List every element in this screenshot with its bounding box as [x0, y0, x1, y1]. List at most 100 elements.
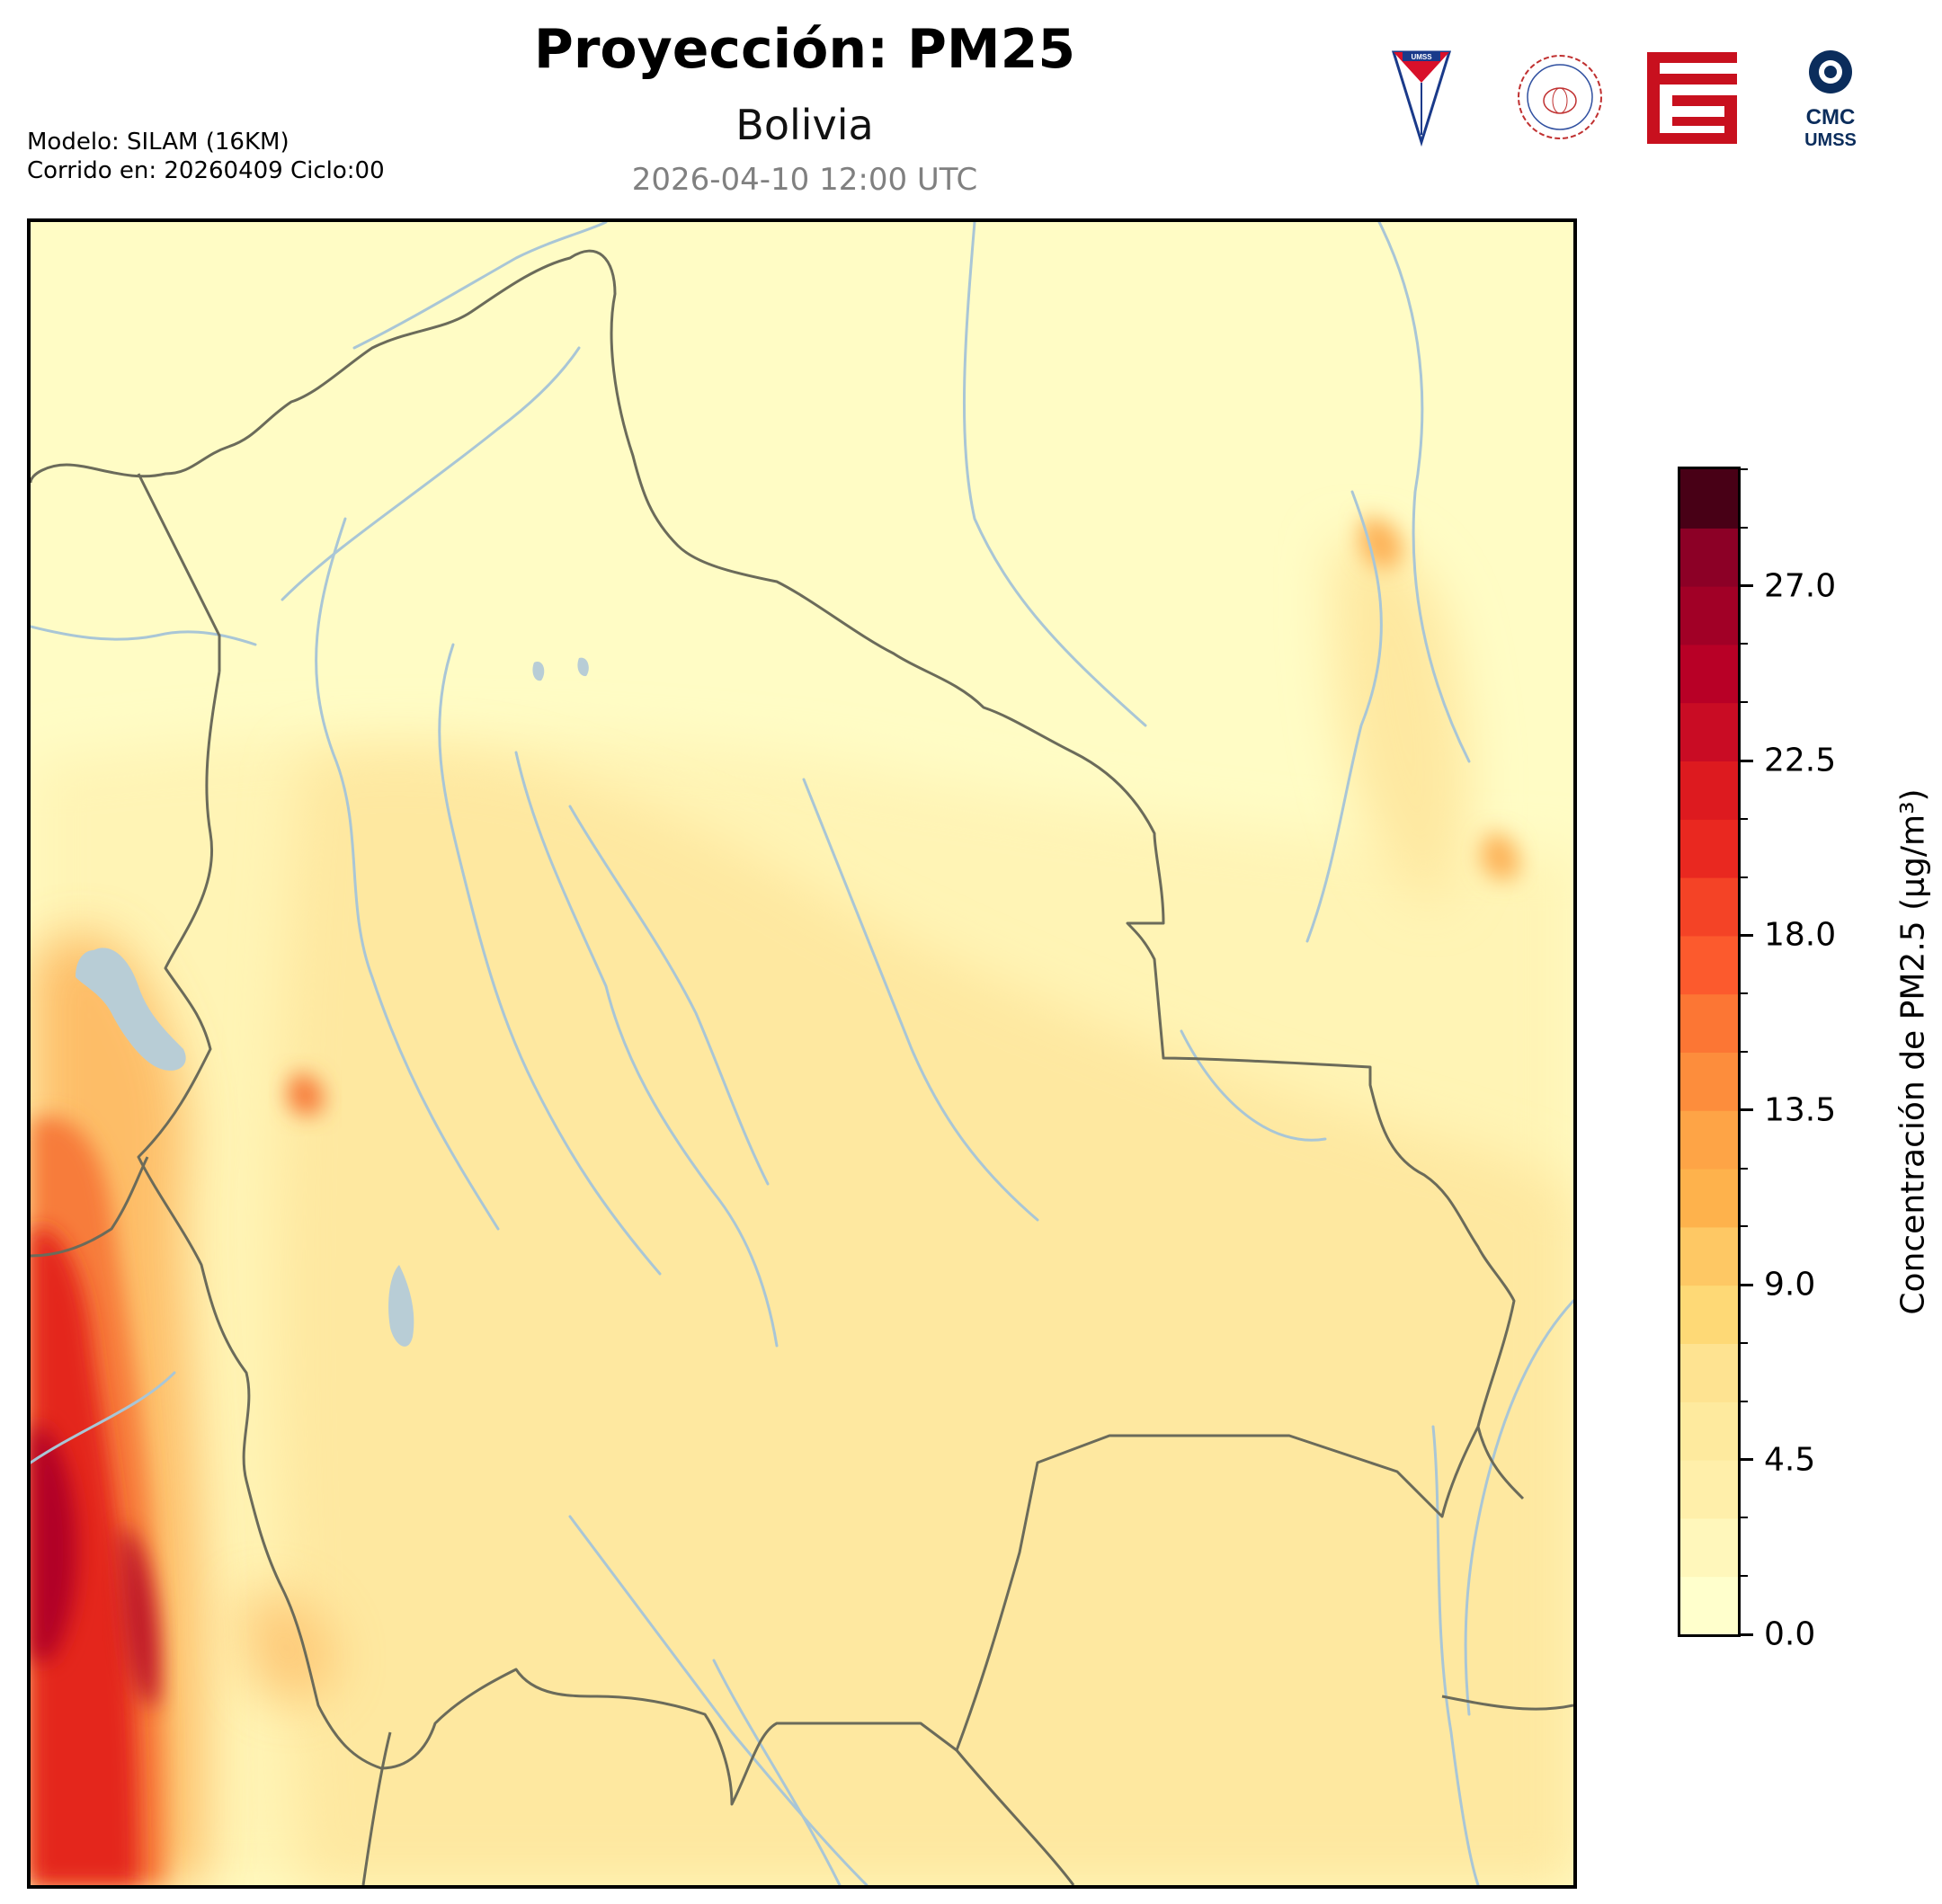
colorbar-tick: [1741, 759, 1753, 762]
pm25-red-zone: [31, 1227, 138, 1885]
colorbar-level: [1680, 935, 1738, 995]
pm25-hotspot: [1359, 518, 1403, 569]
border: [361, 1731, 392, 1885]
colorbar-level: [1680, 585, 1738, 645]
river: [1305, 490, 1383, 943]
colorbar-minor-tick: [1741, 817, 1748, 820]
colorbar-level: [1680, 1401, 1738, 1461]
logo-strip: UMSS CMC UMSS: [1391, 50, 1857, 150]
border: [955, 1749, 1075, 1885]
map-canvas: [31, 222, 1573, 1885]
model-info: Modelo: SILAM (16KM) Corrido en: 2026040…: [27, 128, 385, 185]
river: [31, 1371, 176, 1464]
colorbar-level: [1680, 644, 1738, 704]
river: [31, 625, 257, 646]
borders-layer: [31, 249, 1573, 1885]
colorbar-minor-tick: [1741, 992, 1748, 995]
colorbar-level: [1680, 527, 1738, 587]
pm25-concentration-field: [31, 518, 1573, 1885]
river: [962, 222, 1147, 727]
lake-small: [577, 657, 589, 677]
colorbar-tick-label: 27.0: [1764, 567, 1837, 605]
colorbar-tick-label: 18.0: [1764, 916, 1837, 954]
colorbar-tick: [1741, 1633, 1753, 1636]
colorbar-minor-tick: [1741, 876, 1748, 878]
colorbar-minor-tick: [1741, 526, 1748, 529]
colorbar-level: [1680, 761, 1738, 820]
border: [1476, 1426, 1525, 1500]
river: [568, 1515, 869, 1885]
pm25-hotspot: [287, 1073, 324, 1116]
colorbar-minor-tick: [1741, 1517, 1748, 1519]
colorbar-tick-label: 22.5: [1764, 742, 1837, 779]
colorbar-minor-tick: [1741, 1575, 1748, 1578]
lake-small: [532, 662, 545, 681]
colorbar-level: [1680, 993, 1738, 1053]
cmc-umss-logo: CMC UMSS: [1804, 50, 1857, 150]
cmc-text: CMC: [1806, 105, 1856, 129]
colorbar-title: Concentración de PM2.5 (µg/m³): [1894, 788, 1932, 1315]
colorbar-level: [1680, 1168, 1738, 1228]
river: [514, 751, 779, 1348]
colorbar-tick: [1741, 933, 1753, 937]
colorbar-level: [1680, 1285, 1738, 1344]
colorbar-level: [1680, 1459, 1738, 1519]
pm25-medium-zone: [275, 752, 1573, 1885]
pm25-hotspot: [1480, 832, 1519, 881]
forecast-timestamp: 2026-04-10 12:00 UTC: [631, 162, 978, 198]
colorbar-minor-tick: [1741, 1342, 1748, 1344]
river: [1431, 1425, 1480, 1885]
colorbar-level: [1680, 469, 1738, 529]
border: [31, 1156, 149, 1258]
colorbar-level: [1680, 1343, 1738, 1402]
colorbar-minor-tick: [1741, 468, 1748, 470]
colorbar-tick-label: 0.0: [1764, 1615, 1816, 1653]
departamento-fisica-seal-logo: [1518, 55, 1602, 139]
lake-poopo: [388, 1265, 414, 1347]
colorbar-minor-tick: [1741, 1400, 1748, 1402]
colorbar-tick-label: 9.0: [1764, 1266, 1816, 1303]
umss-shield-logo: UMSS: [1391, 50, 1452, 147]
bolivia-border: [31, 249, 1516, 1806]
lakes-layer: [76, 657, 589, 1347]
river: [281, 346, 581, 601]
colorbar-tick: [1741, 1283, 1753, 1286]
colorbar-level: [1680, 1226, 1738, 1286]
colorbar-minor-tick: [1741, 1225, 1748, 1228]
umss-shield-text: UMSS: [1411, 53, 1432, 61]
red-geometric-logo: [1647, 52, 1737, 144]
colorbar-minor-tick: [1741, 643, 1748, 645]
colorbar-tick: [1741, 1458, 1753, 1462]
colorbar-level: [1680, 1052, 1738, 1111]
river: [802, 778, 1039, 1222]
colorbar-minor-tick: [1741, 1167, 1748, 1170]
river: [315, 517, 500, 1231]
colorbar-level: [1680, 702, 1738, 761]
pm25-map[interactable]: [27, 218, 1577, 1889]
border: [137, 473, 221, 672]
river: [1377, 222, 1471, 763]
river: [1464, 1299, 1573, 1716]
colorbar: [1678, 467, 1741, 1637]
colorbar-level: [1680, 876, 1738, 937]
border: [1441, 1695, 1573, 1711]
pm25-dark-red-zone: [120, 1526, 159, 1707]
umss-text: UMSS: [1804, 130, 1857, 150]
colorbar-level: [1680, 1517, 1738, 1578]
colorbar-tick-label: 13.5: [1764, 1091, 1837, 1129]
lake-titicaca: [76, 948, 186, 1071]
colorbar-tick-label: 4.5: [1764, 1441, 1816, 1479]
colorbar-minor-tick: [1741, 701, 1748, 704]
colorbar-tick: [1741, 584, 1753, 588]
colorbar-level: [1680, 1109, 1738, 1170]
map-title: Proyección: PM25: [533, 18, 1076, 81]
colorbar-level: [1680, 1576, 1738, 1635]
model-line: Modelo: SILAM (16KM): [27, 129, 290, 156]
run-line: Corrido en: 20260409 Ciclo:00: [27, 157, 385, 184]
river: [1180, 1029, 1327, 1142]
colorbar-tick: [1741, 1108, 1753, 1112]
colorbar-level: [1680, 818, 1738, 878]
pm25-medium-zone: [1332, 540, 1469, 905]
river: [352, 222, 608, 350]
river: [568, 805, 770, 1186]
